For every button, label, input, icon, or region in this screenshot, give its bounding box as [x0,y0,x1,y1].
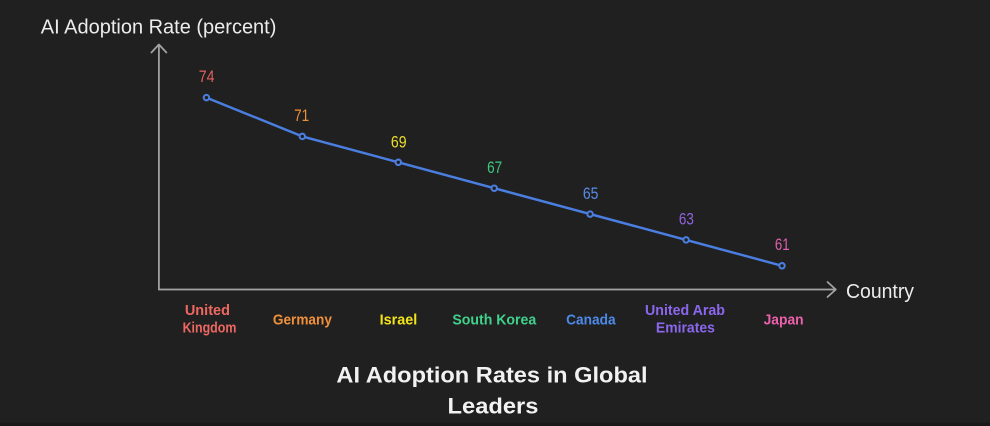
svg-text:Emirates: Emirates [656,321,715,337]
svg-text:Kingdom: Kingdom [183,321,237,337]
svg-text:74: 74 [199,68,215,86]
svg-text:Country: Country [846,281,914,303]
svg-text:63: 63 [679,210,694,228]
svg-text:71: 71 [294,107,309,125]
svg-text:Canada: Canada [566,313,616,329]
svg-text:65: 65 [583,185,599,203]
svg-text:Leaders: Leaders [448,393,539,418]
svg-text:AI Adoption Rates in Global: AI Adoption Rates in Global [336,363,647,388]
svg-text:Germany: Germany [273,313,333,329]
svg-text:United Arab: United Arab [645,303,725,319]
svg-text:69: 69 [391,133,407,151]
svg-text:Israel: Israel [380,313,418,329]
svg-text:61: 61 [775,236,790,254]
svg-text:South Korea: South Korea [452,313,537,329]
svg-text:67: 67 [487,159,502,177]
svg-text:AI Adoption Rate (percent): AI Adoption Rate (percent) [41,16,277,38]
svg-text:United: United [185,303,230,319]
svg-text:Japan: Japan [764,313,804,329]
